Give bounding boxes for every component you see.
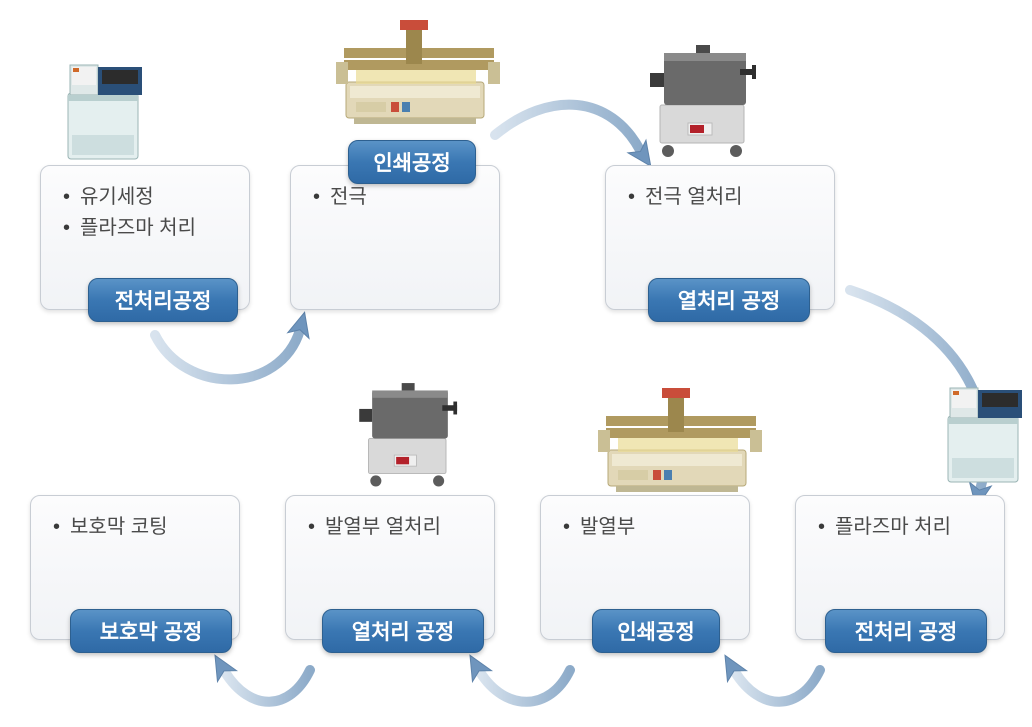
furnace-machine-icon [640, 35, 770, 161]
card-bullet: 플라즈마 처리 [818, 512, 994, 543]
card-bullet: 보호막 코팅 [53, 512, 229, 543]
printer-machine-icon [336, 12, 501, 130]
card-bullet: 전극 [313, 182, 489, 213]
flow-arrow [735, 670, 820, 702]
furnace-machine-icon [350, 372, 470, 492]
flow-arrow [225, 670, 310, 702]
flow-arrow [495, 105, 640, 150]
printer-machine-icon [598, 380, 763, 498]
stage-badge: 전처리공정 [88, 278, 238, 322]
flow-arrow [155, 330, 300, 379]
card-bullet: 플라즈마 처리 [63, 213, 239, 244]
flow-arrow [480, 670, 570, 702]
process-card: 전극 [290, 165, 500, 310]
card-bullet: 전극 열처리 [628, 182, 824, 213]
card-bullet: 유기세정 [63, 182, 239, 213]
stage-badge: 열처리 공정 [322, 609, 484, 653]
stage-badge: 인쇄공정 [592, 609, 720, 653]
card-bullet: 발열부 [563, 512, 739, 543]
stage-badge: 전처리 공정 [825, 609, 987, 653]
plasma-machine-icon [58, 55, 148, 163]
stage-badge: 보호막 공정 [70, 609, 232, 653]
stage-badge: 인쇄공정 [348, 140, 476, 184]
stage-badge: 열처리 공정 [648, 278, 810, 322]
plasma-machine-icon [938, 378, 1028, 486]
card-bullet: 발열부 열처리 [308, 512, 484, 543]
